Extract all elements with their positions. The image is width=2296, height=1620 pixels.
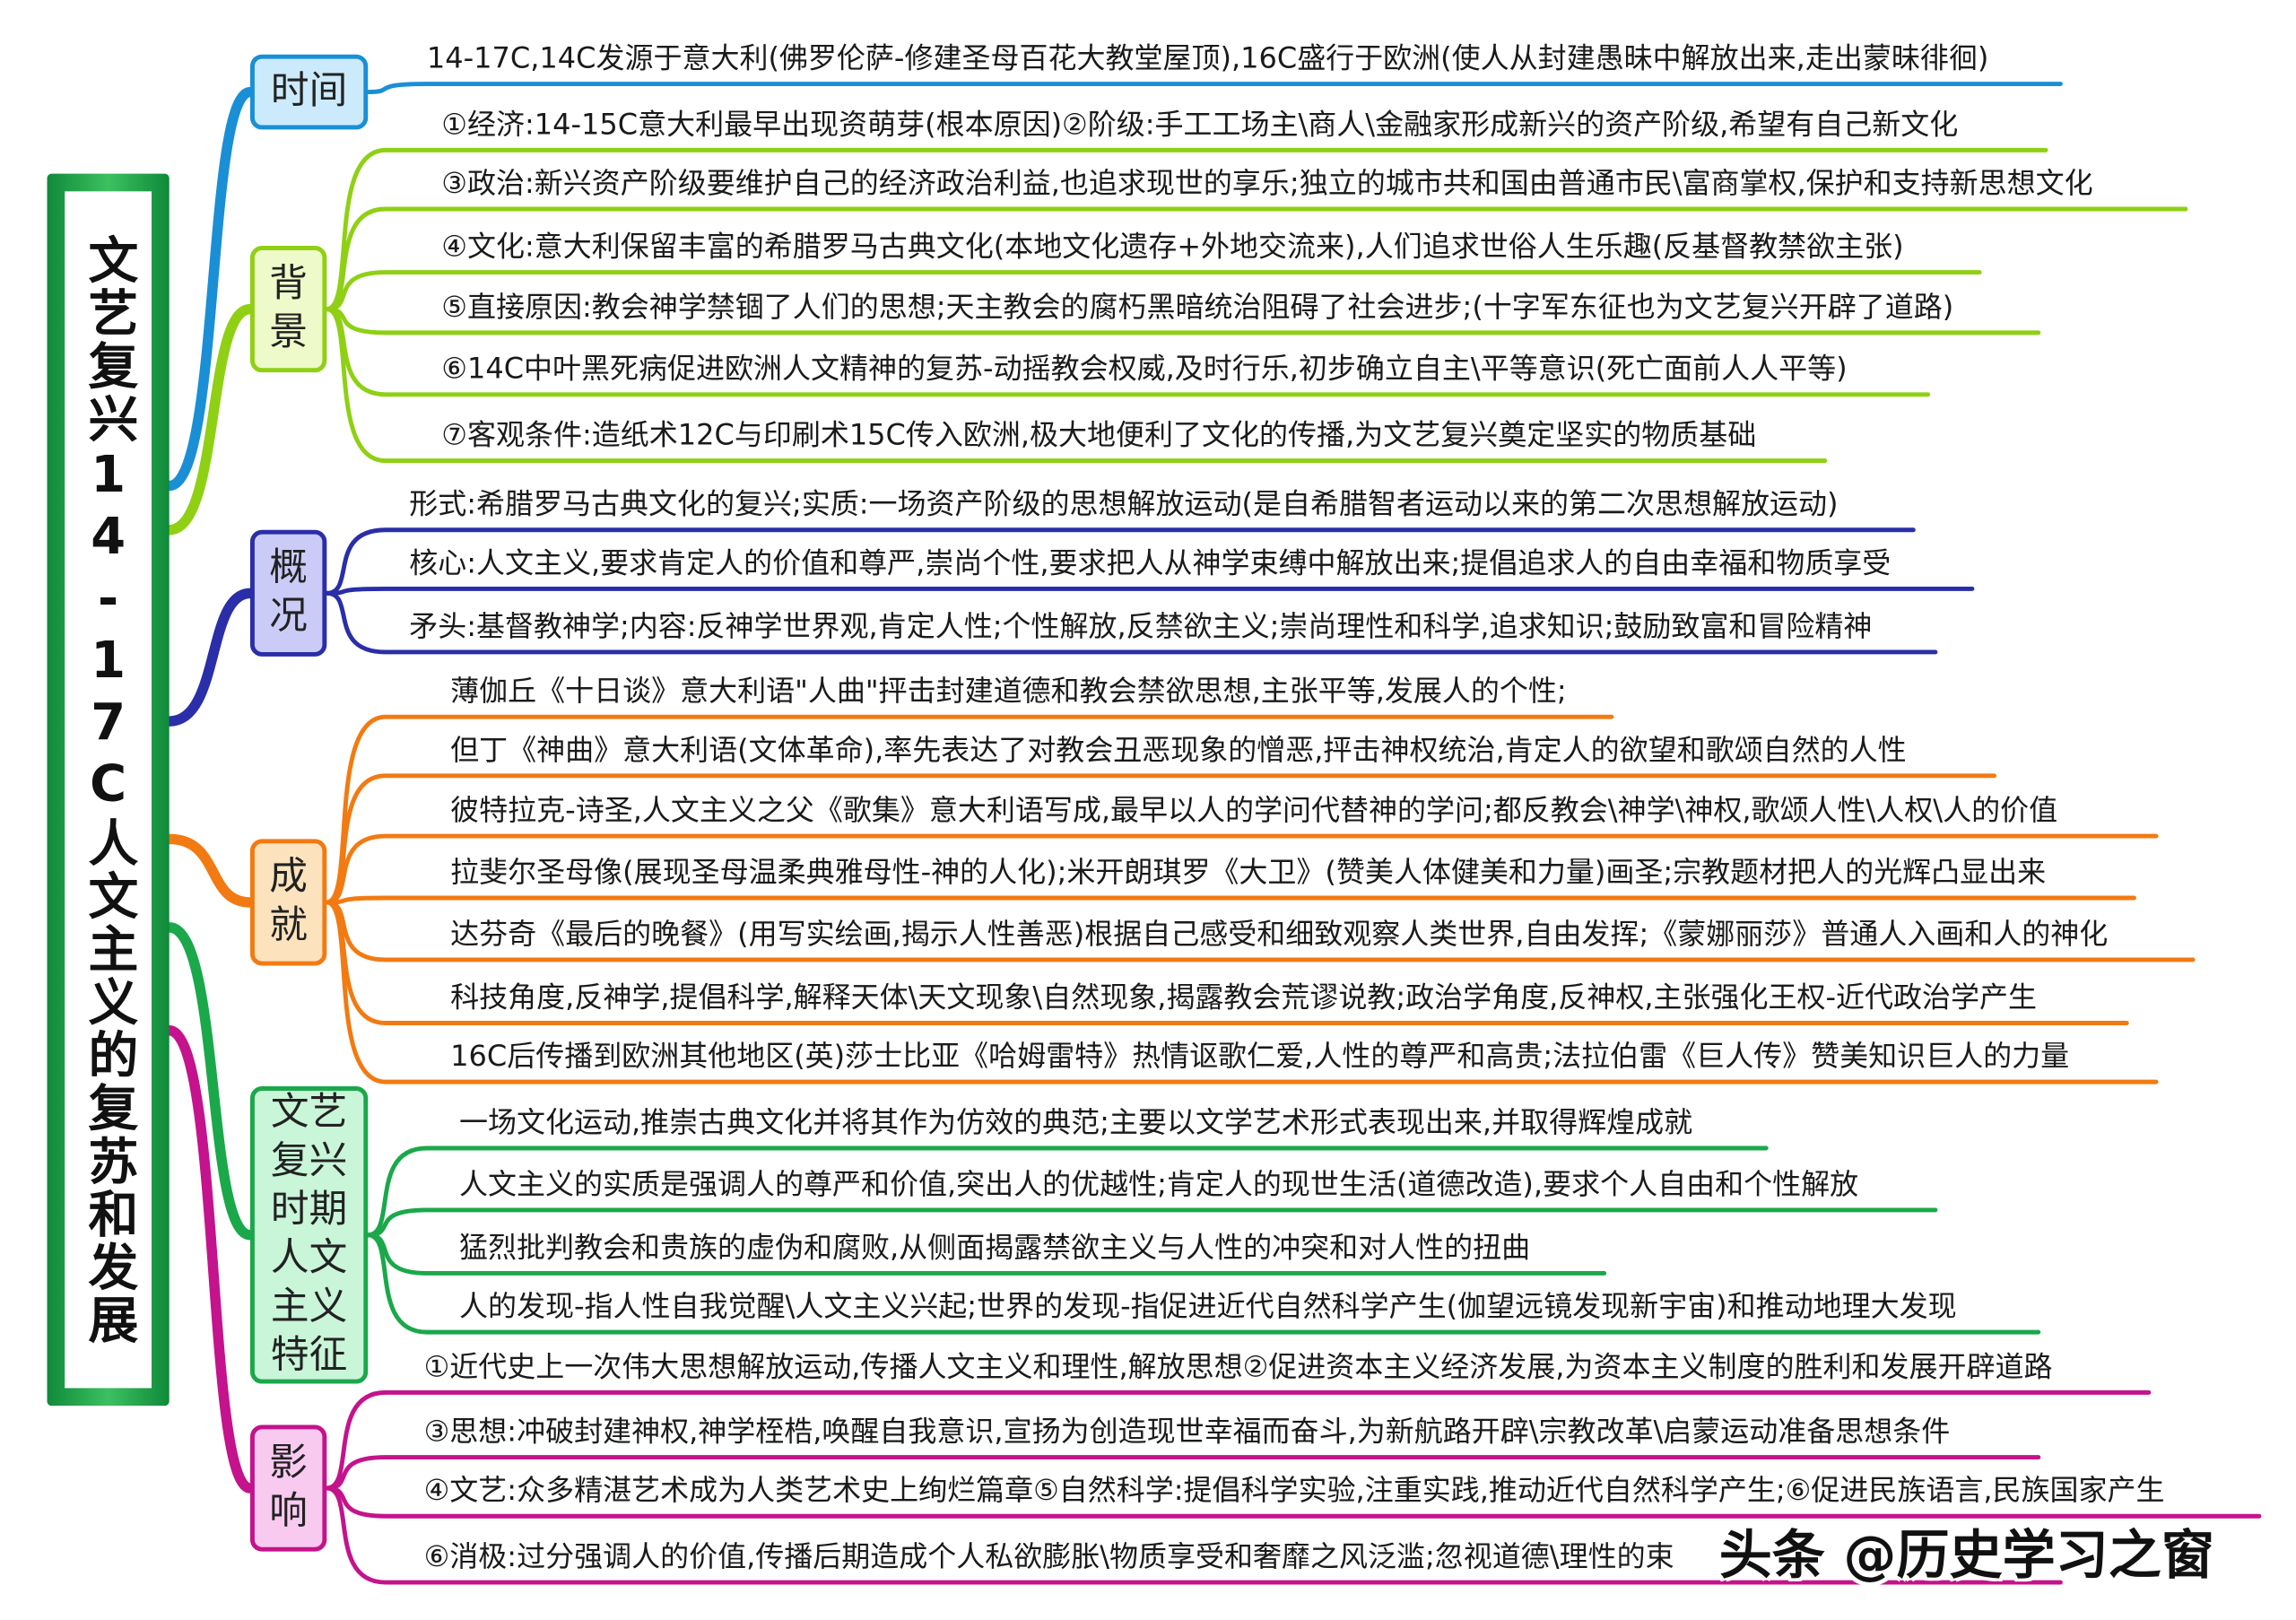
item-connector xyxy=(324,527,1916,596)
subtopic-item[interactable]: ⑤直接原因:教会神学禁锢了人们的思想;天主教会的腐朽黑暗统治阻碍了社会进步;(十… xyxy=(441,290,1954,325)
item-connector xyxy=(324,1389,2152,1491)
item-connector xyxy=(324,1485,2063,1585)
item-connector xyxy=(365,82,2063,95)
item-connector xyxy=(324,895,2136,905)
subtopic-item[interactable]: ④文艺:众多精湛艺术成为人类艺术史上绚烂篇章⑤自然科学:提倡科学实验,注重实践,… xyxy=(423,1473,2165,1508)
item-connector xyxy=(324,833,2159,905)
branch-label: 成就 xyxy=(269,855,308,948)
item-connector xyxy=(324,590,1938,655)
branch-label: 概况 xyxy=(269,545,308,640)
central-topic[interactable]: 文艺复兴14-17C人文主义的复苏和发展 xyxy=(47,173,170,1407)
subtopic-item[interactable]: 拉斐尔圣母像(展现圣母温柔典雅母性-神的人化);米开朗琪罗《大卫》(赞美人体健美… xyxy=(450,855,2047,890)
item-connector xyxy=(365,1207,1938,1238)
subtopic-item[interactable]: 形式:希腊罗马古典文化的复兴;实质:一场资产阶级的思想解放运动(是自希腊智者运动… xyxy=(409,487,1839,521)
item-connector xyxy=(365,1145,1769,1238)
trunk-connector xyxy=(163,86,256,492)
item-connector xyxy=(324,586,1975,596)
item-connector xyxy=(324,270,1982,312)
subtopic-item[interactable]: 科技角度,反神学,提倡科学,解释天体\天文现象\自然现象,揭露教会荒谬说教;政治… xyxy=(450,980,2038,1015)
item-connector xyxy=(365,1232,2041,1335)
subtopic-item[interactable]: 矛头:基督教神学;内容:反神学世界观,肯定人性;个性解放,反禁欲主义;崇尚理性和… xyxy=(409,609,1873,644)
item-connector xyxy=(324,307,1828,464)
subtopic-item[interactable]: 猛烈批判教会和贵族的虚伪和腐败,从侧面揭露禁欲主义与人性的冲突和对人性的扭曲 xyxy=(458,1230,1531,1265)
branch-topic[interactable]: 成就 xyxy=(249,839,327,966)
trunk-connector xyxy=(163,833,256,908)
subtopic-item[interactable]: ⑥14C中叶黑死病促进欧洲人文精神的复苏-动摇教会权威,及时行乐,初步确立自主\… xyxy=(441,352,1848,386)
trunk-connector xyxy=(163,922,256,1241)
item-connector xyxy=(324,900,2159,1084)
subtopic-item[interactable]: 14-17C,14C发源于意大利(佛罗伦萨-修建圣母百花大教堂屋顶),16C盛行… xyxy=(426,40,1989,75)
branch-label: 影响 xyxy=(269,1441,308,1534)
branch-topic[interactable]: 文艺复兴时期人文主义特征 xyxy=(249,1086,369,1384)
trunk-connector xyxy=(163,588,256,727)
subtopic-item[interactable]: ⑦客观条件:造纸术12C与印刷术15C传入欧洲,极大地便利了文化的传播,为文艺复… xyxy=(441,418,1757,452)
trunk-connector xyxy=(163,303,256,536)
central-topic-title: 文艺复兴14-17C人文主义的复苏和发展 xyxy=(78,233,138,1346)
subtopic-item[interactable]: 薄伽丘《十日谈》意大利语"人曲"抨击封建道德和教会禁欲思想,主张平等,发展人的个… xyxy=(450,674,1567,709)
subtopic-item[interactable]: ⑥消极:过分强调人的价值,传播后期造成个人私欲膨胀\物质享受和奢靡之风泛滥;忽视… xyxy=(423,1539,1674,1574)
subtopic-item[interactable]: ③思想:冲破封建神权,神学桎梏,唤醒自我意识,宣扬为创造现世幸福而奋斗,为新航路… xyxy=(423,1415,1951,1449)
central-topic-inner: 文艺复兴14-17C人文主义的复苏和发展 xyxy=(65,191,152,1389)
branch-label: 文艺复兴时期人文主义特征 xyxy=(270,1090,348,1378)
item-connector xyxy=(324,206,2188,312)
subtopic-item[interactable]: 一场文化运动,推崇古典文化并将其作为仿效的典范;主要以文学艺术形式表现出来,并取… xyxy=(458,1105,1693,1140)
branch-topic[interactable]: 影响 xyxy=(249,1424,327,1552)
branch-topic[interactable]: 概况 xyxy=(249,529,327,657)
subtopic-item[interactable]: 16C后传播到欧洲其他地区(英)莎士比亚《哈姆雷特》热情讴歌仁爱,人性的尊严和高… xyxy=(450,1039,2070,1074)
subtopic-item[interactable]: 核心:人文主义,要求肯定人的价值和尊严,崇尚个性,要求把人从神学束缚中解放出来;… xyxy=(409,545,1892,580)
branch-label: 背景 xyxy=(269,262,308,355)
item-connector xyxy=(324,1455,2041,1491)
subtopic-item[interactable]: ①近代史上一次伟大思想解放运动,传播人文主义和理性,解放思想②促进资本主义经济发… xyxy=(423,1349,2053,1384)
branch-label: 时间 xyxy=(270,69,348,114)
branch-topic[interactable]: 时间 xyxy=(249,54,369,130)
subtopic-item[interactable]: ③政治:新兴资产阶级要维护自己的经济政治利益,也追求现世的享乐;独立的城市共和国… xyxy=(441,166,2093,201)
subtopic-item[interactable]: 但丁《神曲》意大利语(文体革命),率先表达了对教会丑恶现象的憎恶,抨击神权统治,… xyxy=(450,733,1907,767)
branch-topic[interactable]: 背景 xyxy=(249,246,327,373)
subtopic-item[interactable]: ④文化:意大利保留丰富的希腊罗马古典文化(本地文化遗存+外地交流来),人们追求世… xyxy=(441,229,1904,264)
subtopic-item[interactable]: ①经济:14-15C意大利最早出现资萌芽(根本原因)②阶级:手工工场主\商人\金… xyxy=(441,107,1959,142)
subtopic-item[interactable]: 人的发现-指人性自我觉醒\人文主义兴起;世界的发现-指促进近代自然科学产生(伽望… xyxy=(458,1289,1957,1324)
subtopic-item[interactable]: 达芬奇《最后的晚餐》(用写实绘画,揭示人性善恶)根据自己感受和细致观察人类世界,… xyxy=(450,917,2109,952)
watermark: 头条 @历史学习之窗 xyxy=(1718,1526,2214,1587)
subtopic-item[interactable]: 彼特拉克-诗圣,人文主义之父《歌集》意大利语写成,最早以人的学问代替神的学问;都… xyxy=(450,793,2058,828)
subtopic-item[interactable]: 人文主义的实质是强调人的尊严和价值,突出人的优越性;肯定人的现世生活(道德改造)… xyxy=(458,1167,1859,1202)
trunk-connector xyxy=(163,1024,256,1494)
